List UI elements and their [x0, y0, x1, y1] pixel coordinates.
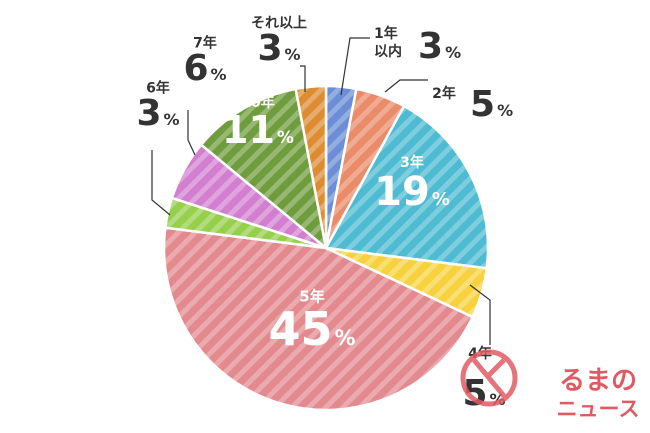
slice-label-name: 7年: [193, 35, 217, 52]
slice-label-name: 5年: [299, 287, 324, 305]
leader-lines: [151, 37, 491, 345]
slice-value-label: 6%: [183, 48, 226, 89]
leader-line-9: [300, 65, 306, 92]
slice-label-name: 6年: [146, 80, 170, 97]
pie-slices: [162, 84, 490, 412]
logo-text-top: るまの: [559, 366, 637, 396]
slice-label-name-line2: 以内: [374, 43, 402, 60]
slice-value-label: 3%: [136, 93, 179, 134]
slice-label-6: 6年3%: [136, 80, 179, 134]
slice-label-name: 10年: [241, 94, 274, 111]
logo-text-bottom: ニュース: [557, 397, 640, 421]
logo-ring-icon: [460, 349, 518, 407]
kurumanonews-logo: るまの ニュース: [460, 349, 640, 421]
leader-line-6: [151, 150, 171, 216]
slice-value-label: 3%: [418, 26, 461, 67]
logo-k-icon: [472, 358, 506, 398]
slice-label-name: 3年: [400, 154, 424, 171]
leader-line-4: [469, 284, 491, 345]
slice-value-label: 5%: [470, 84, 513, 125]
leader-line-1: [340, 37, 370, 96]
slice-label-7: 7年6%: [183, 35, 226, 89]
leader-line-2: [384, 79, 428, 93]
leader-line-7: [187, 110, 196, 156]
pie-slice-3: [324, 104, 490, 270]
slice-value-label: 45%: [268, 302, 355, 356]
slice-value-label: 3%: [257, 28, 300, 69]
pie-slice-5: [162, 226, 475, 412]
slice-label-name: それ以上: [251, 16, 307, 32]
slice-value-label: 19%: [374, 169, 450, 215]
slice-value-label: 11%: [222, 108, 294, 152]
slice-label-2: 2年 5%: [432, 84, 513, 125]
pie-slice-8: [199, 87, 328, 252]
slice-label-name: 2年: [432, 85, 456, 102]
slice-label-name-line1: 1年: [374, 25, 398, 42]
pie-slice-9: [294, 84, 328, 249]
